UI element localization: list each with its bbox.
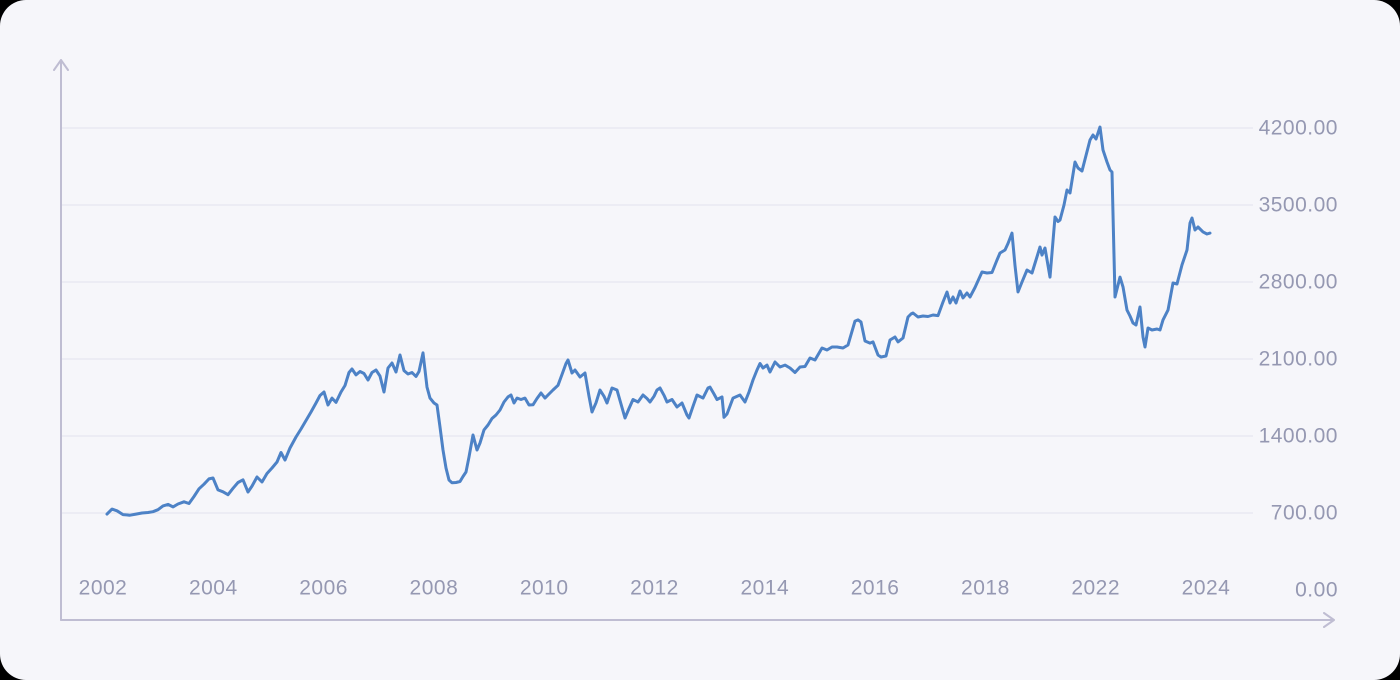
y-tick-label: 2100.00 <box>1259 348 1338 371</box>
y-tick-label: 0.00 <box>1295 579 1338 602</box>
y-tick-label: 700.00 <box>1271 502 1338 525</box>
x-axis-labels: 2002 2004 2006 2008 2010 2012 2014 2016 2018 2022… <box>79 577 1231 600</box>
y-tick-label: 1400.00 <box>1259 425 1338 448</box>
x-tick-label: 2022 <box>1071 577 1120 600</box>
y-tick-label: 4200.00 <box>1259 117 1338 140</box>
x-tick-label: 2024 <box>1182 577 1231 600</box>
axes <box>53 59 1335 628</box>
x-tick-label: 2004 <box>189 577 238 600</box>
x-tick-label: 2010 <box>520 577 569 600</box>
x-tick-label: 2018 <box>961 577 1010 600</box>
y-tick-label: 3500.00 <box>1259 194 1338 217</box>
x-tick-label: 2002 <box>79 577 128 600</box>
x-axis-line <box>60 612 1335 628</box>
x-tick-label: 2006 <box>299 577 348 600</box>
x-tick-label: 2012 <box>630 577 679 600</box>
x-tick-label: 2016 <box>851 577 900 600</box>
x-tick-label: 2008 <box>410 577 459 600</box>
series-line <box>105 125 1212 517</box>
y-axis-line <box>53 59 69 621</box>
y-axis-labels: 4200.00 3500.00 2800.00 2100.00 1400.00 700.0… <box>1259 117 1338 602</box>
gridlines <box>61 127 1253 514</box>
x-tick-label: 2014 <box>740 577 789 600</box>
y-tick-label: 2800.00 <box>1259 271 1338 294</box>
